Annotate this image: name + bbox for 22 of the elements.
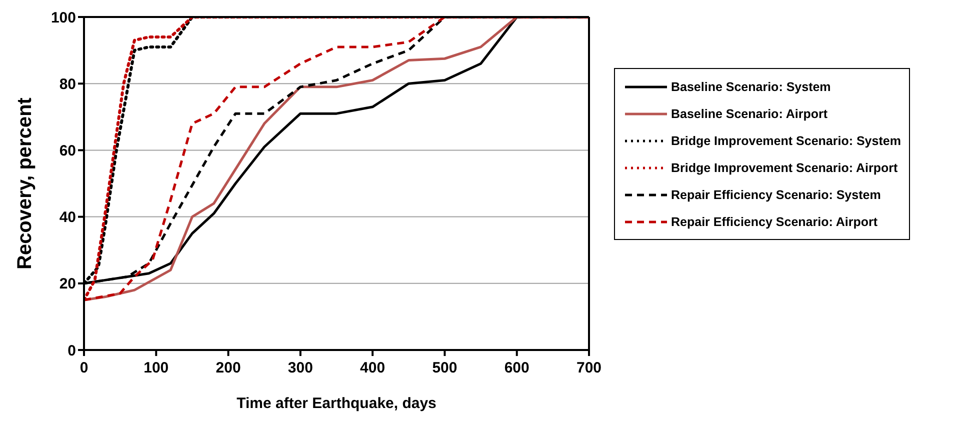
y-tick-label: 100	[50, 9, 76, 26]
y-tick-label: 20	[59, 276, 76, 293]
y-axis-title: Recovery, percent	[14, 97, 36, 270]
legend-label: Baseline Scenario: System	[671, 80, 831, 94]
x-tick-label: 500	[432, 360, 458, 377]
x-tick-label: 0	[80, 360, 88, 377]
x-tick-label: 700	[576, 360, 602, 377]
x-tick-label: 600	[504, 360, 530, 377]
x-tick-label: 100	[144, 360, 169, 377]
y-tick-label: 0	[68, 342, 76, 360]
legend-label: Repair Efficiency Scenario: Airport	[671, 214, 878, 228]
x-tick-label: 200	[216, 360, 241, 377]
legend-label: Bridge Improvement Scenario: System	[671, 134, 901, 148]
x-axis-title: Time after Earthquake, days	[236, 395, 436, 412]
legend-label: Bridge Improvement Scenario: Airport	[671, 160, 898, 174]
x-tick-label: 300	[288, 360, 313, 377]
legend-label: Baseline Scenario: Airport	[671, 106, 828, 120]
x-tick-label: 400	[360, 360, 386, 377]
y-tick-label: 80	[59, 76, 76, 93]
y-tick-label: 40	[59, 209, 76, 226]
y-tick-label: 60	[59, 142, 76, 160]
legend-label: Repair Efficiency Scenario: System	[671, 188, 881, 202]
